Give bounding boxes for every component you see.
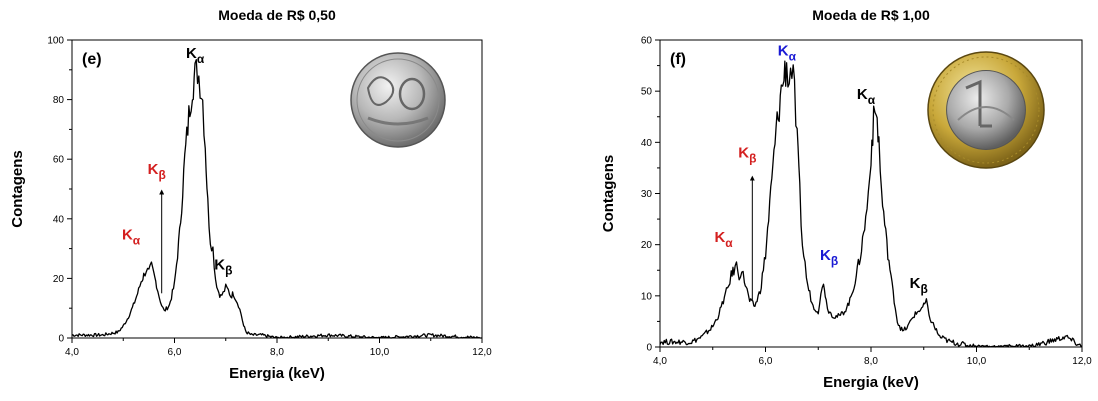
y-tick-label: 80 [53,95,65,106]
y-axis-label: Contagens [9,150,26,228]
peak-annotation: Kβ [738,145,756,166]
spectrum-line [71,59,483,339]
chart-panel-e: Moeda de R$ 0,50 4,0 6,0 8,0 10,0 12,0 0 20 40 60… [9,7,492,382]
panel-label: (f) [670,51,686,68]
y-tick-label: 40 [641,138,653,149]
y-tick-label: 60 [641,36,653,47]
coin-50-centavos-image [350,52,446,148]
y-tick-label: 60 [53,155,65,166]
y-tick-label: 30 [641,189,653,200]
y-tick-label: 10 [641,291,653,302]
chart-panel-f: Moeda de R$ 1,00 4,0 6,0 8,0 10,0 12,0 0 10 20 30… [600,7,1092,391]
y-tick-label: 40 [53,214,65,225]
x-axis-label: Energia (keV) [823,374,919,391]
y-tick-label: 0 [646,343,652,354]
y-tick-label: 0 [58,334,64,345]
coin-1-real-image [927,51,1045,169]
x-tick-label: 4,0 [65,347,79,358]
x-tick-label: 12,0 [1072,356,1092,367]
peak-annotation: Kβ [214,256,232,277]
x-tick-label: 8,0 [270,347,284,358]
x-tick-label: 6,0 [168,347,182,358]
peak-annotation: Kα [186,45,205,66]
peak-annotation: Kα [122,227,141,248]
x-axis-label: Energia (keV) [229,365,325,382]
y-tick-label: 100 [47,36,64,47]
x-tick-label: 8,0 [864,356,878,367]
y-tick-label: 20 [641,240,653,251]
x-tick-label: 6,0 [759,356,773,367]
y-tick-label: 50 [641,87,653,98]
peak-annotation: Kβ [910,275,928,296]
panel-label: (e) [82,51,102,68]
peak-annotation: Kα [778,42,797,63]
peak-annotation: Kβ [148,161,166,182]
chart-title: Moeda de R$ 1,00 [812,7,930,23]
x-tick-label: 12,0 [472,347,492,358]
x-tick-label: 10,0 [370,347,390,358]
peak-annotation: Kα [857,86,876,107]
peak-annotation: Kα [714,229,733,250]
chart-title: Moeda de R$ 0,50 [218,7,336,23]
x-tick-label: 4,0 [653,356,667,367]
spectrum-line [659,60,1083,348]
y-axis-label: Contagens [600,155,617,233]
y-tick-label: 20 [53,274,65,285]
x-tick-label: 10,0 [967,356,987,367]
peak-annotation: Kβ [820,247,838,268]
